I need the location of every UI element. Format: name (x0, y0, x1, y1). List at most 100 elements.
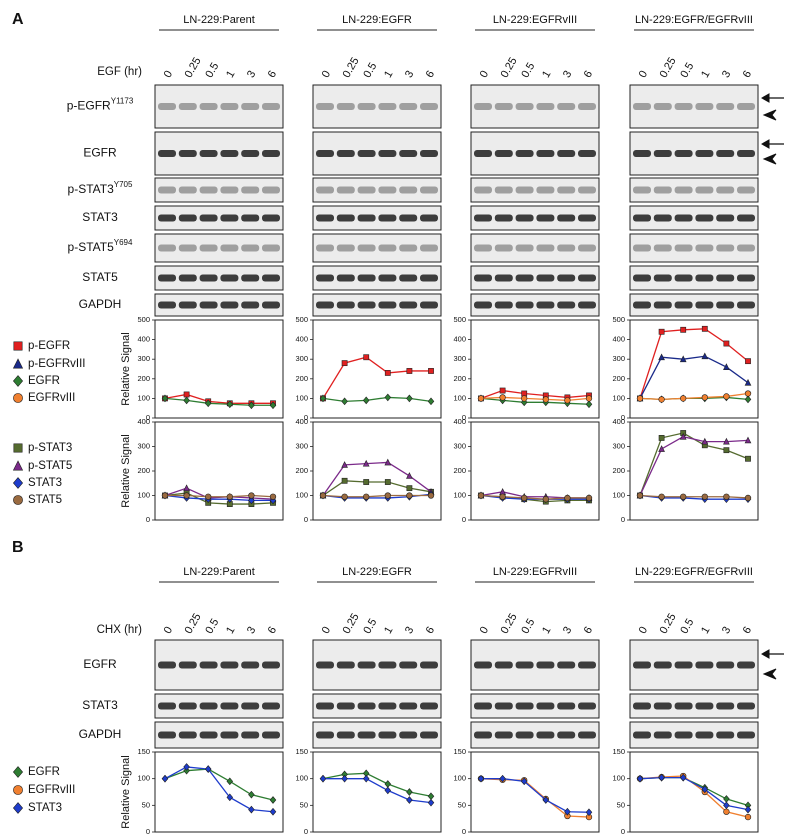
blot-band (578, 214, 596, 222)
legend-label: p-STAT5 (28, 460, 72, 472)
blot (312, 265, 442, 291)
y-tick-label: 300 (137, 354, 150, 363)
blot-band (378, 150, 397, 157)
blot-band (357, 186, 376, 194)
series-line (481, 778, 590, 813)
y-tick-label: 100 (612, 774, 625, 783)
blot-band (336, 731, 355, 739)
blot-band (220, 661, 239, 669)
blot-label: GAPDH (79, 297, 122, 311)
marker-circle (319, 492, 327, 499)
time-label: 0.5 (361, 617, 379, 636)
marker-circle (406, 492, 413, 499)
blot-band (158, 103, 176, 110)
chart-frame (154, 421, 284, 521)
blot-band (494, 150, 513, 157)
marker-diamond (226, 793, 234, 802)
marker-diamond (248, 496, 255, 505)
marker-circle (744, 390, 752, 397)
y-tick-label: 300 (453, 354, 466, 363)
series-line (639, 776, 749, 811)
marker-diamond (319, 774, 327, 783)
y-tick-label: 100 (453, 490, 466, 499)
marker-circle (564, 397, 571, 404)
time-label: 3 (245, 69, 258, 80)
blot-band (158, 244, 176, 252)
legend-label: p-STAT3 (28, 442, 72, 454)
blot-band (336, 186, 355, 194)
blot-band (241, 186, 260, 194)
blot-band (494, 274, 513, 282)
marker-triangle (384, 458, 392, 466)
blot-band (633, 150, 651, 157)
chart-frame (154, 751, 284, 833)
blot-band (336, 103, 355, 110)
cell-line-name: LN-229:Parent (183, 14, 255, 26)
blot-frame (154, 84, 284, 129)
blot-band (336, 150, 355, 157)
blot-band (178, 274, 197, 282)
blot-band (399, 661, 418, 669)
blot-band (578, 301, 596, 309)
blot-band (357, 214, 376, 222)
blot-frame (312, 177, 442, 203)
blot (629, 233, 759, 263)
marker-circle (658, 396, 665, 403)
blot-band (536, 274, 555, 282)
legend-label: p-EGFRvIII (28, 358, 86, 370)
blot-band (695, 150, 714, 157)
time-label: 0.25 (658, 55, 679, 80)
blot-band (474, 186, 492, 194)
marker-square (406, 485, 413, 492)
marker-circle (701, 493, 708, 500)
marker-triangle (183, 484, 190, 492)
blot-band (633, 103, 651, 110)
time-label: 0.5 (519, 61, 537, 80)
time-label: 3 (561, 625, 574, 636)
blot-band (716, 661, 735, 669)
blot-band (536, 244, 555, 252)
blot-band (474, 214, 492, 222)
time-label: 1 (540, 69, 553, 80)
line-chart: 0 100 200 300 400 (295, 417, 442, 524)
line-chart: 0 100 200 300 400 (612, 417, 759, 524)
blot-band (378, 274, 397, 282)
blot-band (695, 731, 714, 739)
blot (470, 293, 600, 317)
series-line (322, 356, 431, 399)
marker-square (341, 360, 348, 367)
blot-label: p-STAT5Y694 (68, 238, 133, 254)
line-chart: 0 100 200 300 400 (137, 417, 284, 524)
blot-band (578, 274, 596, 282)
series-line (322, 480, 432, 497)
legend-label: EGFRvIII (28, 784, 75, 796)
blot-band (578, 150, 596, 157)
blot-band (474, 150, 492, 157)
blot-band (262, 150, 280, 157)
blot-band (158, 661, 176, 669)
blot-band (158, 731, 176, 739)
marker-diamond (269, 807, 277, 816)
blot-band (737, 661, 755, 669)
blot-frame (470, 131, 600, 176)
blot-band (220, 103, 239, 110)
blot (312, 721, 442, 749)
blot (154, 265, 284, 291)
blot-band (716, 103, 735, 110)
y-tick-label: 0 (146, 827, 150, 836)
marker-diamond (183, 396, 190, 405)
marker-diamond (585, 400, 593, 409)
blot (154, 721, 284, 749)
blot-band (262, 301, 280, 309)
blot-band (262, 274, 280, 282)
marker-circle (723, 393, 730, 400)
time-label: 6 (582, 69, 595, 80)
y-tick-label: 300 (137, 441, 150, 450)
blot-band (357, 150, 376, 157)
marker-triangle (723, 363, 730, 370)
blot-band (336, 702, 355, 710)
time-label: 0.5 (203, 617, 221, 636)
blot (154, 293, 284, 317)
y-tick-label: 200 (295, 466, 308, 475)
blot-band (262, 186, 280, 194)
